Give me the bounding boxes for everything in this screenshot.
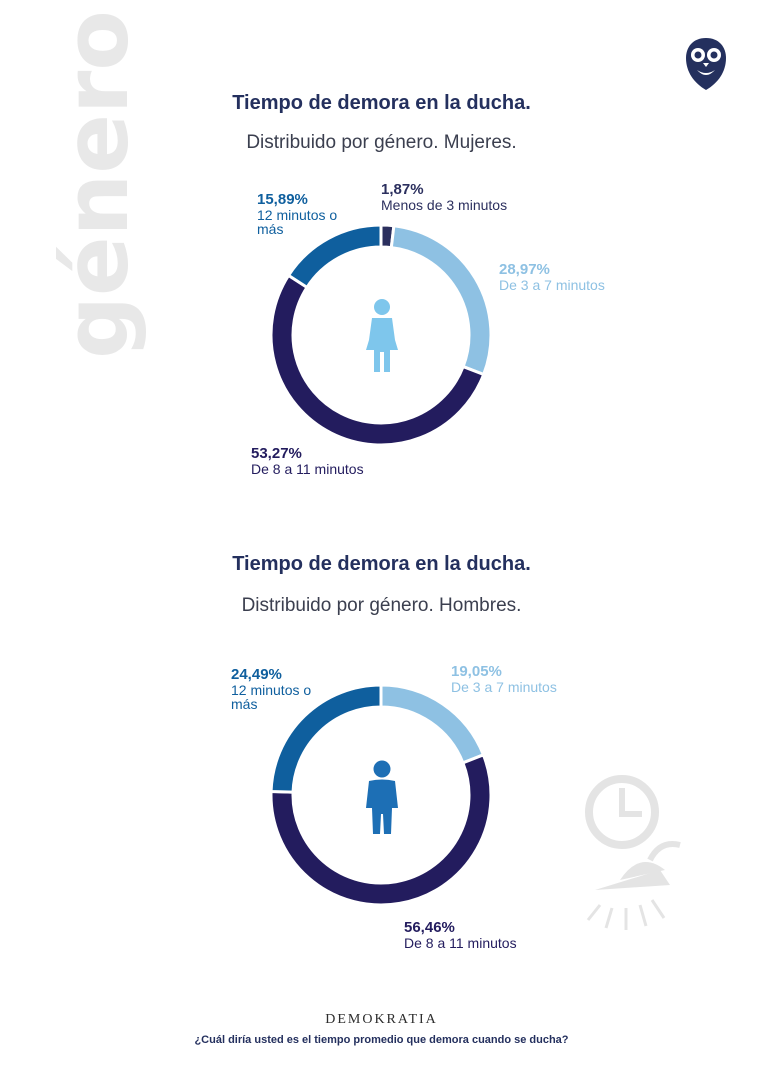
footer-question: ¿Cuál diría usted es el tiempo promedio … <box>194 1034 569 1046</box>
chart-2-donut <box>269 683 493 907</box>
chart-2-label-2: 56,46% De 8 a 11 minutos <box>404 919 517 951</box>
man-icon <box>366 760 398 834</box>
chart-1-label-2: 28,97% De 3 a 7 minutos <box>499 261 605 293</box>
chart-2-title: Tiempo de demora en la ducha. <box>232 553 531 575</box>
chart-2-slice-2 <box>269 752 493 907</box>
woman-icon <box>366 299 398 372</box>
chart-1-slice-3 <box>269 273 486 447</box>
brand-name: DEMOKRATIA <box>325 1012 438 1027</box>
chart-1-subtitle: Distribuido por género. Mujeres. <box>246 132 517 153</box>
chart-2-label-3: 24,49% 12 minutos o más <box>231 666 312 712</box>
chart-1-label-1: 1,87% Menos de 3 minutos <box>381 181 508 213</box>
chart-2-slice-3 <box>269 683 383 794</box>
chart-1-title: Tiempo de demora en la ducha. <box>232 92 531 114</box>
chart-2-subtitle: Distribuido por género. Hombres. <box>241 595 522 616</box>
owl-logo-icon <box>686 38 726 90</box>
chart-2-slice-1 <box>379 683 486 765</box>
chart-1-label-3: 53,27% De 8 a 11 minutos <box>251 445 364 477</box>
chart-1-slice-4 <box>286 223 383 290</box>
chart-1-slice-2 <box>389 224 493 377</box>
clock-shower-icon <box>585 775 681 930</box>
chart-2-label-1: 19,05% De 3 a 7 minutos <box>451 663 557 695</box>
chart-1-donut <box>269 223 493 447</box>
chart-1-label-4: 15,89% 12 minutos o más <box>257 191 338 237</box>
